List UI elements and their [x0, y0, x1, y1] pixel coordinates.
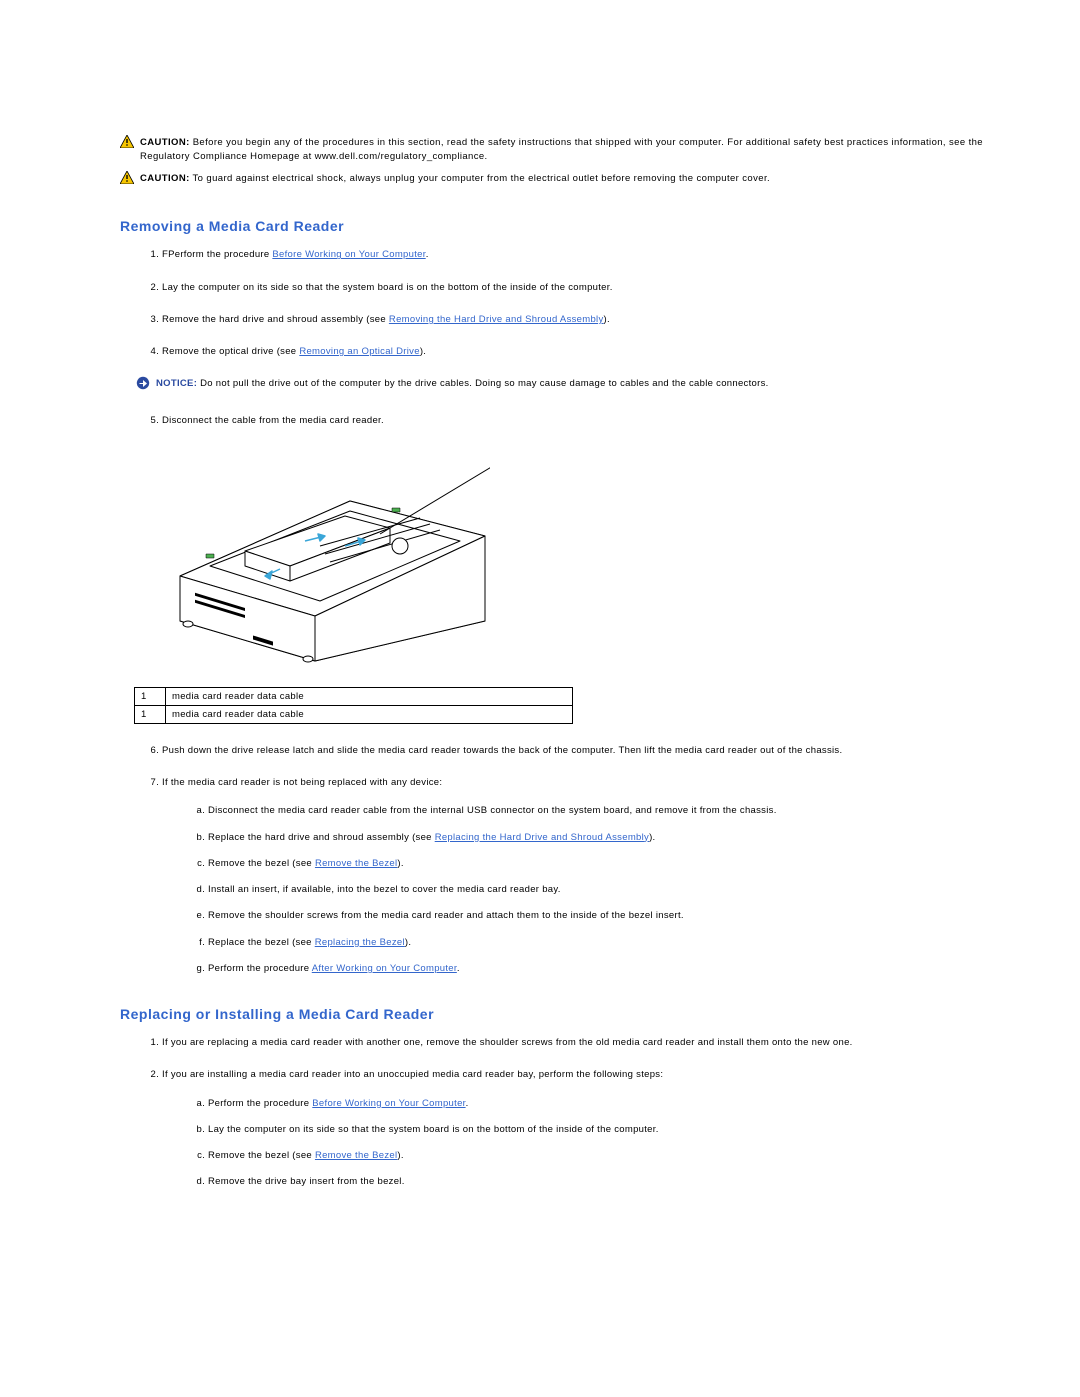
step-3: Remove the hard drive and shroud assembl…: [162, 313, 1010, 327]
caution-icon: [120, 135, 134, 153]
steps-remove-2: Disconnect the cable from the media card…: [120, 414, 1010, 428]
link-remove-bezel[interactable]: Remove the Bezel: [315, 858, 397, 869]
caution-1: CAUTION: Before you begin any of the pro…: [120, 136, 1010, 164]
link-remove-hd-shroud[interactable]: Removing the Hard Drive and Shroud Assem…: [389, 314, 604, 325]
steps-replace: If you are replacing a media card reader…: [120, 1036, 1010, 1190]
rstep-2c: Remove the bezel (see Remove the Bezel).: [208, 1149, 1010, 1163]
heading-removing: Removing a Media Card Reader: [120, 218, 1010, 234]
step-7d: Install an insert, if available, into th…: [208, 883, 1010, 897]
link-after-working[interactable]: After Working on Your Computer: [312, 963, 457, 974]
rstep-2b: Lay the computer on its side so that the…: [208, 1123, 1010, 1137]
link-remove-bezel-2[interactable]: Remove the Bezel: [315, 1150, 397, 1161]
legend-row: 1 media card reader data cable: [135, 687, 573, 705]
legend-text: media card reader data cable: [166, 705, 573, 723]
figure-legend: 1 media card reader data cable 1 media c…: [134, 687, 1010, 724]
link-remove-optical[interactable]: Removing an Optical Drive: [299, 346, 420, 357]
legend-num: 1: [135, 687, 166, 705]
legend-row: 1 media card reader data cable: [135, 705, 573, 723]
document-page: CAUTION: Before you begin any of the pro…: [0, 0, 1080, 1248]
step-7a: Disconnect the media card reader cable f…: [208, 804, 1010, 818]
notice-icon: [136, 376, 150, 395]
step-7f: Replace the bezel (see Replacing the Bez…: [208, 936, 1010, 950]
step-2: Lay the computer on its side so that the…: [162, 281, 1010, 295]
legend-text: media card reader data cable: [166, 687, 573, 705]
steps-remove-3: Push down the drive release latch and sl…: [120, 744, 1010, 976]
step-1: FPerform the procedure Before Working on…: [162, 248, 1010, 262]
caution-icon: [120, 171, 134, 189]
caution-2: CAUTION: To guard against electrical sho…: [120, 172, 1010, 189]
caution-text: CAUTION: Before you begin any of the pro…: [140, 136, 1010, 164]
notice-block: NOTICE: Do not pull the drive out of the…: [136, 377, 1010, 395]
link-before-working[interactable]: Before Working on Your Computer: [272, 249, 425, 260]
link-replace-hd-shroud[interactable]: Replacing the Hard Drive and Shroud Asse…: [435, 832, 649, 843]
link-before-working-2[interactable]: Before Working on Your Computer: [312, 1098, 465, 1109]
step-4: Remove the optical drive (see Removing a…: [162, 345, 1010, 359]
heading-replacing: Replacing or Installing a Media Card Rea…: [120, 1006, 1010, 1022]
rstep-2-substeps: Perform the procedure Before Working on …: [162, 1097, 1010, 1190]
step-5: Disconnect the cable from the media card…: [162, 414, 1010, 428]
steps-remove-1: FPerform the procedure Before Working on…: [120, 248, 1010, 359]
step-7g: Perform the procedure After Working on Y…: [208, 962, 1010, 976]
step-7e: Remove the shoulder screws from the medi…: [208, 909, 1010, 923]
rstep-2d: Remove the drive bay insert from the bez…: [208, 1175, 1010, 1189]
notice-text: NOTICE: Do not pull the drive out of the…: [156, 377, 769, 391]
rstep-1: If you are replacing a media card reader…: [162, 1036, 1010, 1050]
figure-chassis: 1: [150, 446, 1010, 671]
rstep-2: If you are installing a media card reade…: [162, 1068, 1010, 1189]
legend-num: 1: [135, 705, 166, 723]
link-replacing-bezel[interactable]: Replacing the Bezel: [315, 937, 405, 948]
step-7: If the media card reader is not being re…: [162, 776, 1010, 976]
rstep-2a: Perform the procedure Before Working on …: [208, 1097, 1010, 1111]
step-7-substeps: Disconnect the media card reader cable f…: [162, 804, 1010, 976]
step-7b: Replace the hard drive and shroud assemb…: [208, 831, 1010, 845]
step-6: Push down the drive release latch and sl…: [162, 744, 1010, 758]
step-7c: Remove the bezel (see Remove the Bezel).: [208, 857, 1010, 871]
caution-text: CAUTION: To guard against electrical sho…: [140, 172, 770, 186]
